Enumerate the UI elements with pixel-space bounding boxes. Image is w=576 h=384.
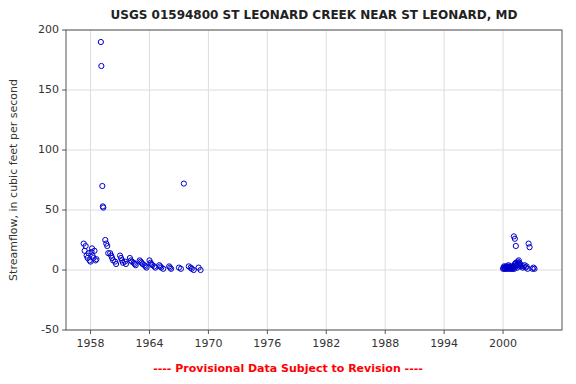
tick bbox=[444, 330, 445, 334]
title: USGS 01594800 ST LEONARD CREEK NEAR ST L… bbox=[111, 8, 518, 22]
point bbox=[526, 241, 531, 246]
point bbox=[161, 266, 166, 271]
tick bbox=[267, 330, 268, 334]
grid-line bbox=[385, 30, 386, 330]
point bbox=[178, 266, 183, 271]
point bbox=[198, 267, 203, 272]
grid-line bbox=[208, 30, 209, 330]
axes: -50 0 50 100 150 200 1958 1964 1970 1976 1982 1988 1… bbox=[38, 23, 562, 350]
point bbox=[191, 267, 196, 272]
tick bbox=[326, 330, 327, 334]
point bbox=[512, 236, 517, 241]
tick bbox=[62, 270, 66, 271]
grid-line bbox=[503, 30, 504, 330]
point bbox=[100, 183, 105, 188]
point bbox=[527, 245, 532, 250]
grid-line bbox=[326, 30, 327, 330]
point bbox=[103, 237, 108, 242]
tick-label: 1994 bbox=[430, 337, 458, 350]
tick-label: -50 bbox=[41, 323, 59, 336]
point bbox=[98, 39, 103, 44]
tick bbox=[62, 210, 66, 211]
point bbox=[144, 265, 149, 270]
grid-line bbox=[90, 30, 91, 330]
grid bbox=[66, 30, 562, 330]
point bbox=[168, 266, 173, 271]
point bbox=[113, 261, 118, 266]
plot-frame bbox=[66, 30, 562, 330]
tick-label: 150 bbox=[38, 83, 59, 96]
grid-line bbox=[66, 90, 562, 91]
points bbox=[81, 39, 537, 272]
point bbox=[513, 243, 518, 248]
grid-line bbox=[444, 30, 445, 330]
tick-label: 1970 bbox=[194, 337, 222, 350]
tick-label: 1988 bbox=[371, 337, 399, 350]
tick-label: 200 bbox=[38, 23, 59, 36]
point bbox=[92, 248, 97, 253]
tick bbox=[208, 330, 209, 334]
tick bbox=[62, 330, 66, 331]
axis-label: Streamflow, in cubic feet per second bbox=[7, 79, 20, 281]
point bbox=[105, 243, 110, 248]
grid-line bbox=[66, 270, 562, 271]
point bbox=[83, 243, 88, 248]
point bbox=[532, 266, 537, 271]
point bbox=[181, 181, 186, 186]
tick-label: 1964 bbox=[135, 337, 163, 350]
grid-line bbox=[66, 210, 562, 211]
tick-label: 2000 bbox=[489, 337, 517, 350]
chart: -50 0 50 100 150 200 1958 1964 1970 1976 1982 1988 1… bbox=[0, 0, 576, 384]
tick bbox=[149, 330, 150, 334]
tick-label: 50 bbox=[45, 203, 59, 216]
tick bbox=[62, 30, 66, 31]
point bbox=[99, 63, 104, 68]
point bbox=[101, 205, 106, 210]
tick bbox=[385, 330, 386, 334]
grid-line bbox=[149, 30, 150, 330]
tick bbox=[62, 150, 66, 151]
footnote: ---- Provisional Data Subject to Revisio… bbox=[153, 362, 423, 375]
point bbox=[133, 263, 138, 268]
page: {"chart_data": {"type": "scatter", "titl… bbox=[0, 0, 576, 384]
tick bbox=[90, 330, 91, 334]
point bbox=[123, 261, 128, 266]
tick bbox=[62, 90, 66, 91]
background bbox=[0, 0, 576, 384]
tick-label: 0 bbox=[52, 263, 59, 276]
tick-label: 100 bbox=[38, 143, 59, 156]
grid-line bbox=[66, 150, 562, 151]
tick-label: 1982 bbox=[312, 337, 340, 350]
point bbox=[94, 257, 99, 262]
grid-line bbox=[267, 30, 268, 330]
tick bbox=[503, 330, 504, 334]
tick-label: 1958 bbox=[77, 337, 105, 350]
tick-label: 1976 bbox=[253, 337, 281, 350]
